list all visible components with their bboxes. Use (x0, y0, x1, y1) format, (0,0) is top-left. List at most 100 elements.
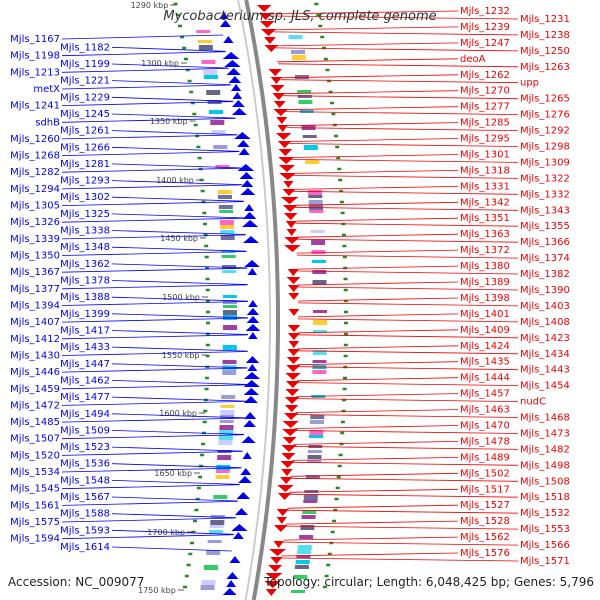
right-gene-label: Mjls_1231 (520, 14, 570, 25)
right-gene-label: Mjls_1443 (520, 365, 570, 376)
right-gene-label: Mjls_1498 (520, 460, 570, 471)
reverse-gene-arrow (247, 268, 257, 275)
right-gene-label: Mjls_1403 (520, 301, 570, 312)
feature-block-inner (217, 455, 232, 460)
feature-block-inner (215, 470, 230, 473)
left-leader-line (61, 451, 243, 456)
forward-gene-arrow (277, 141, 292, 148)
reverse-gene-arrow (238, 148, 250, 155)
left-gene-label: Mjls_1446 (10, 367, 60, 378)
forward-gene-arrow (284, 245, 301, 252)
feature-block-inner (203, 70, 218, 75)
right-gene-label: Mjls_1301 (460, 150, 510, 161)
scale-label: 1750 kbp (138, 586, 176, 595)
right-leader-line (278, 63, 519, 68)
forward-gene-arrow (278, 149, 293, 156)
feature-block-outer (297, 550, 312, 554)
right-leader-line (277, 58, 459, 63)
right-leader-line (291, 170, 459, 174)
reverse-gene-arrow (238, 476, 252, 483)
left-gene-label: Mjls_1407 (10, 317, 60, 328)
feature-block-outer (296, 555, 311, 558)
left-gene-label: Mjls_1268 (10, 151, 60, 162)
forward-gene-arrow (281, 445, 297, 452)
left-gene-label: Mjls_1348 (60, 242, 110, 253)
left-leader-line (61, 134, 238, 140)
forward-gene-arrow (260, 29, 277, 36)
forward-gene-arrow (287, 349, 300, 356)
feature-block-inner (196, 30, 211, 33)
left-gene-label: Mjls_1326 (10, 217, 60, 228)
right-gene-label: Mjls_1444 (460, 373, 510, 384)
feature-block-outer (313, 330, 327, 333)
left-gene-label: Mjls_1394 (10, 301, 60, 312)
feature-block-outer (302, 135, 317, 138)
left-gene-label: Mjls_1494 (60, 409, 110, 420)
right-gene-label: Mjls_1238 (520, 30, 570, 41)
right-leader-line (288, 493, 519, 498)
left-gene-label: Mjls_1260 (10, 134, 60, 145)
right-leader-line (279, 74, 459, 79)
feature-block-outer (302, 510, 317, 514)
right-gene-label: upp (520, 78, 539, 89)
reverse-gene-arrow (237, 140, 250, 147)
left-leader-line (61, 101, 234, 106)
left-gene-label: Mjls_1245 (60, 109, 110, 120)
left-gene-label: Mjls_1459 (10, 384, 60, 395)
feature-block-inner (209, 530, 223, 533)
left-leader-line (61, 467, 241, 473)
feature-block-inner (222, 295, 237, 298)
forward-gene-arrow (282, 205, 298, 212)
feature-block-outer (309, 210, 324, 213)
left-gene-label: Mjls_1433 (60, 342, 110, 353)
right-gene-label: Mjls_1295 (460, 134, 510, 145)
forward-gene-arrow (285, 381, 300, 388)
forward-gene-arrow (273, 541, 284, 548)
forward-gene-arrow (288, 293, 300, 300)
forward-gene-arrow (276, 509, 289, 516)
scale-label: 1550 kbp (162, 351, 200, 360)
right-leader-line (268, 10, 459, 15)
scale-label: 1450 kbp (160, 234, 198, 243)
left-gene-label: Mjls_1182 (60, 42, 110, 53)
genome-summary-text: Topology: circular; Length: 6,048,425 bp… (264, 575, 594, 589)
feature-block-inner (201, 580, 216, 585)
right-gene-label: Mjls_1380 (460, 261, 510, 272)
forward-gene-arrow (265, 573, 283, 580)
right-leader-line (297, 361, 459, 366)
right-leader-line (288, 143, 519, 147)
reverse-gene-arrow (222, 52, 240, 59)
left-leader-line (61, 501, 238, 506)
feature-block-outer (312, 370, 327, 374)
backbone-inner-arc (237, 0, 271, 600)
right-gene-label: Mjls_1331 (460, 181, 510, 192)
feature-block-outer (299, 535, 314, 539)
right-gene-label: Mjls_1517 (460, 484, 510, 495)
feature-block-outer (309, 430, 324, 435)
forward-gene-arrow (282, 437, 297, 444)
right-gene-label: Mjls_1566 (520, 540, 570, 551)
feature-block-outer (294, 75, 309, 79)
right-gene-label: Mjls_1389 (460, 277, 510, 288)
feature-block-inner (222, 360, 237, 364)
right-leader-line (294, 217, 459, 222)
left-gene-label: Mjls_1261 (60, 126, 110, 137)
left-leader-line (61, 117, 236, 123)
left-leader-line (111, 380, 247, 385)
left-gene-label: Mjls_1378 (60, 276, 110, 287)
right-leader-line (291, 461, 519, 466)
right-leader-line (289, 488, 459, 493)
right-leader-line (297, 329, 459, 334)
feature-block-outer (297, 545, 312, 550)
reverse-gene-arrow (231, 108, 247, 115)
reverse-gene-arrow (243, 388, 259, 395)
right-leader-line (296, 238, 519, 243)
feature-block-outer (291, 55, 306, 60)
feature-block-inner (213, 495, 228, 499)
forward-gene-arrow (287, 285, 300, 292)
left-gene-label: sdhB (35, 117, 60, 128)
feature-block-inner (223, 310, 237, 315)
left-leader-line (61, 301, 248, 306)
reverse-gene-arrow (232, 92, 243, 99)
forward-gene-arrow (273, 109, 289, 116)
